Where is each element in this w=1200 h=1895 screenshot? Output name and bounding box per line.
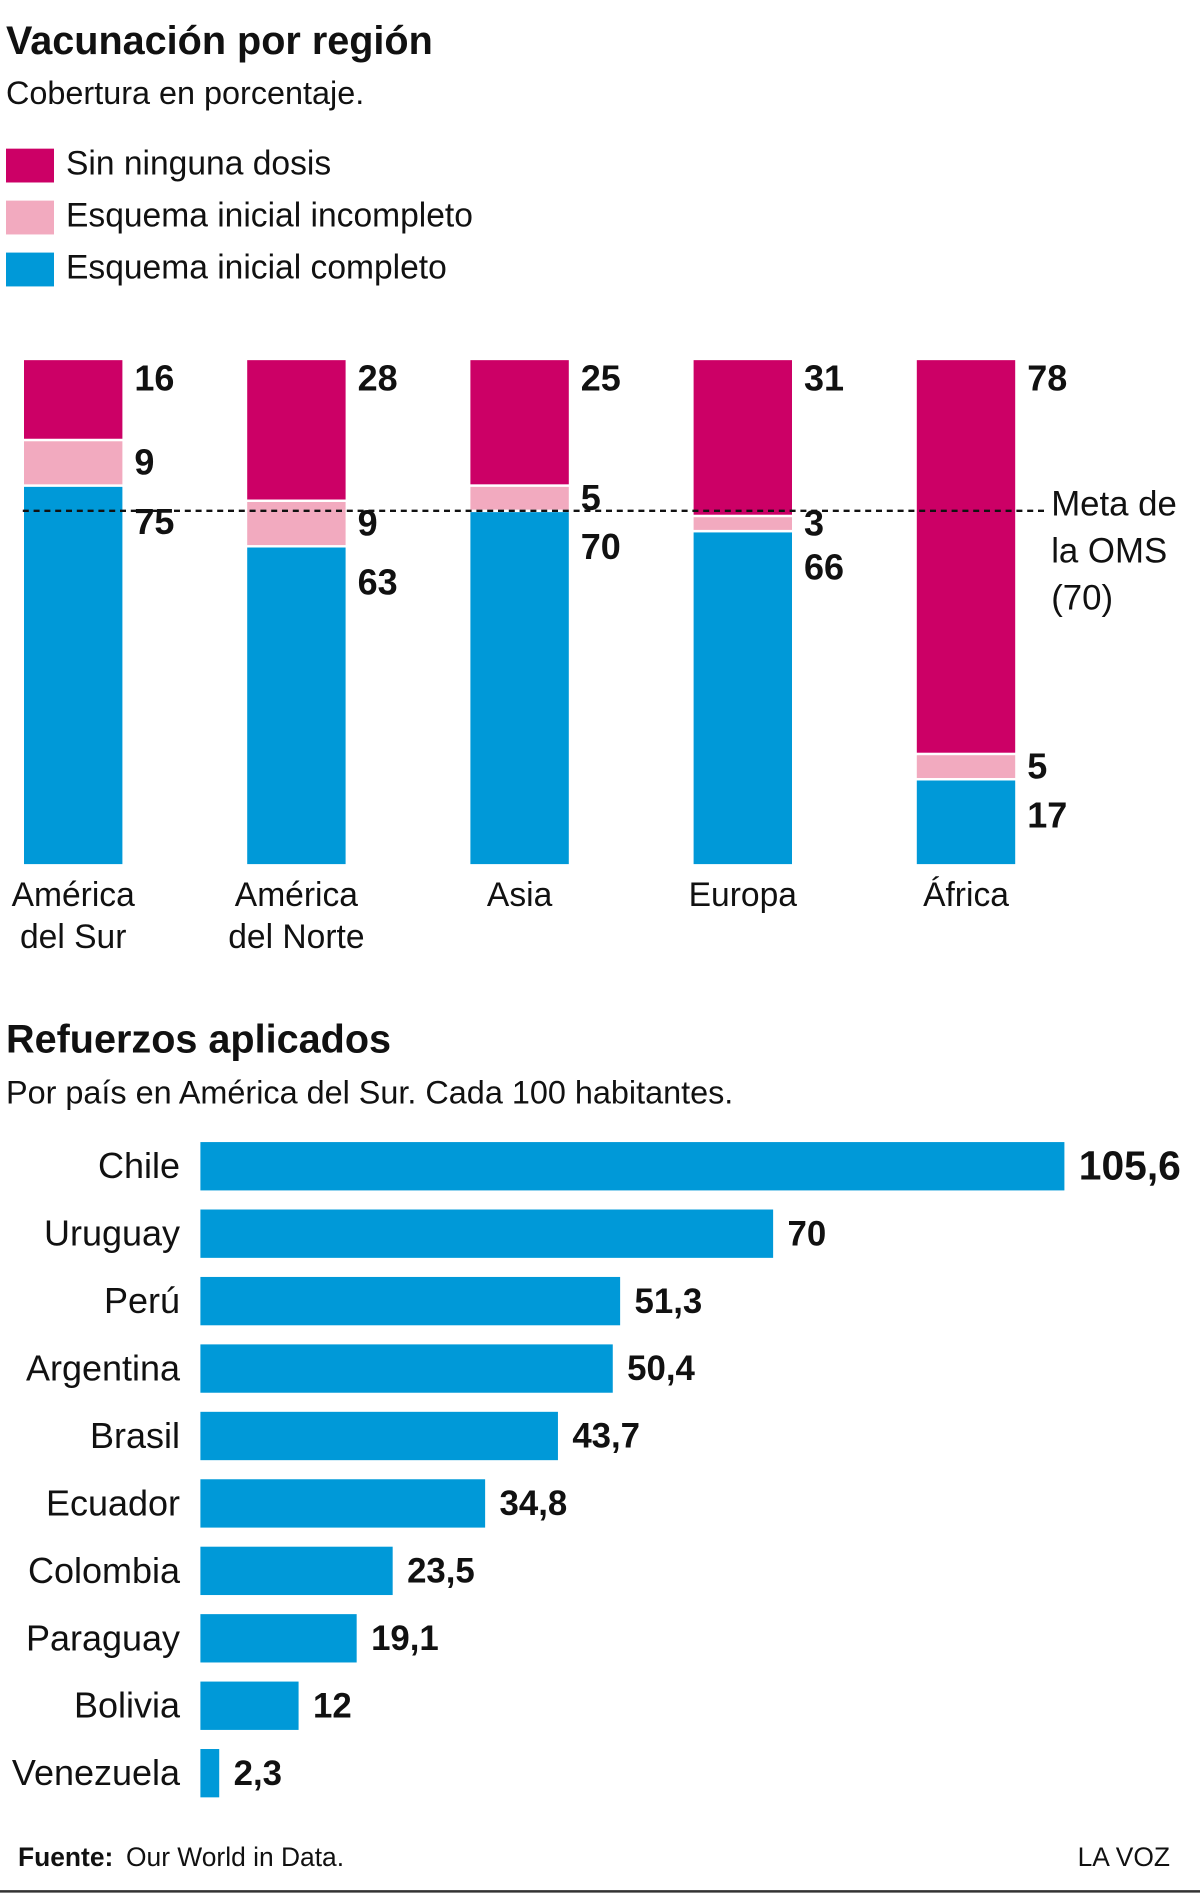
x-tick-label-line: América: [12, 876, 135, 914]
bar-segment: [914, 357, 1018, 756]
value-label: 75: [134, 501, 174, 542]
bar-segment: [914, 752, 1018, 781]
chart-title: Refuerzos aplicados: [6, 1017, 391, 1061]
bar-segment: [21, 357, 125, 442]
y-tick-label: Perú: [104, 1280, 180, 1321]
reference-label: (70): [1051, 578, 1113, 617]
bar-segment: [21, 438, 125, 487]
x-tick-label-line: del Norte: [228, 918, 364, 956]
value-label: 9: [134, 442, 154, 483]
x-tick-label: América del Norte: [228, 876, 364, 956]
value-label: 9: [358, 502, 378, 543]
bar: [200, 1479, 486, 1528]
value-label: 5: [1027, 745, 1047, 786]
chart-title: Vacunación por región: [6, 19, 433, 63]
legend-swatch: [6, 148, 54, 183]
value-label: 19,1: [371, 1619, 439, 1658]
x-tick-label: África: [923, 876, 1009, 914]
bar-segment: [691, 529, 795, 867]
bar-segment: [691, 357, 795, 518]
bar: [200, 1546, 393, 1596]
bar: [200, 1614, 357, 1663]
bar-segment: [244, 545, 348, 867]
value-label: 28: [358, 357, 398, 398]
bar-segment: [468, 484, 572, 513]
y-tick-label: Venezuela: [12, 1752, 181, 1793]
reference-label: Meta de: [1051, 484, 1177, 523]
value-label: 31: [804, 357, 844, 398]
bar-segment: [21, 484, 125, 867]
legend-label: Esquema inicial completo: [66, 248, 447, 286]
bar: [200, 1749, 220, 1798]
value-label: 70: [788, 1214, 827, 1253]
y-tick-label: Chile: [98, 1145, 180, 1186]
source-label: Fuente:: [18, 1842, 113, 1872]
chart-subtitle: Por país en América del Sur. Cada 100 ha…: [6, 1074, 733, 1110]
value-label: 66: [804, 546, 844, 587]
value-label: 43,7: [572, 1417, 640, 1456]
value-label: 105,6: [1079, 1142, 1181, 1188]
bar: [200, 1209, 774, 1258]
y-tick-label: Colombia: [28, 1550, 181, 1591]
value-label: 2,3: [234, 1754, 282, 1793]
y-tick-label: Uruguay: [44, 1213, 180, 1254]
value-label: 12: [313, 1686, 352, 1725]
legend-swatch: [6, 252, 54, 287]
value-label: 5: [581, 477, 601, 518]
value-label: 50,4: [627, 1349, 695, 1388]
value-label: 51,3: [635, 1282, 703, 1321]
bar-segment: [468, 357, 572, 487]
legend-label: Sin ninguna dosis: [66, 144, 331, 182]
value-label: 17: [1027, 794, 1067, 835]
value-label: 78: [1027, 357, 1067, 398]
value-label: 63: [358, 561, 398, 602]
bar-segment: [914, 778, 1018, 867]
x-tick-label-line: África: [923, 876, 1009, 914]
bar-segment: [691, 514, 795, 533]
y-tick-label: Ecuador: [46, 1482, 180, 1523]
brand: LA VOZ: [1078, 1842, 1170, 1872]
value-label: 23,5: [407, 1551, 475, 1590]
bar-segment: [244, 357, 348, 502]
x-tick-label-line: del Sur: [20, 918, 126, 956]
bar: [200, 1344, 613, 1393]
x-tick-label-line: Europa: [689, 876, 798, 914]
value-label: 3: [804, 502, 824, 543]
bar-segment: [244, 499, 348, 548]
bar-segment: [468, 509, 572, 867]
bar: [200, 1411, 558, 1461]
y-tick-label: Argentina: [26, 1347, 181, 1388]
y-tick-label: Brasil: [90, 1415, 180, 1456]
bar: [200, 1276, 621, 1326]
source: Our World in Data.: [126, 1842, 344, 1872]
value-label: 25: [581, 357, 621, 398]
bar: [200, 1142, 1065, 1191]
x-tick-label: Asia: [487, 876, 553, 914]
bar: [200, 1681, 299, 1730]
y-tick-label: Paraguay: [26, 1617, 180, 1658]
chart-subtitle: Cobertura en porcentaje.: [6, 75, 364, 111]
value-label: 70: [581, 526, 621, 567]
x-tick-label: Europa: [689, 876, 798, 914]
y-tick-label: Bolivia: [74, 1685, 181, 1726]
legend-label: Esquema inicial incompleto: [66, 196, 473, 234]
value-label: 34,8: [500, 1484, 568, 1523]
x-tick-label: América del Sur: [12, 876, 135, 956]
value-label: 16: [134, 357, 174, 398]
legend-swatch: [6, 200, 54, 235]
reference-label: la OMS: [1051, 531, 1167, 570]
x-tick-label-line: Asia: [487, 876, 553, 914]
x-tick-label-line: América: [235, 876, 358, 914]
